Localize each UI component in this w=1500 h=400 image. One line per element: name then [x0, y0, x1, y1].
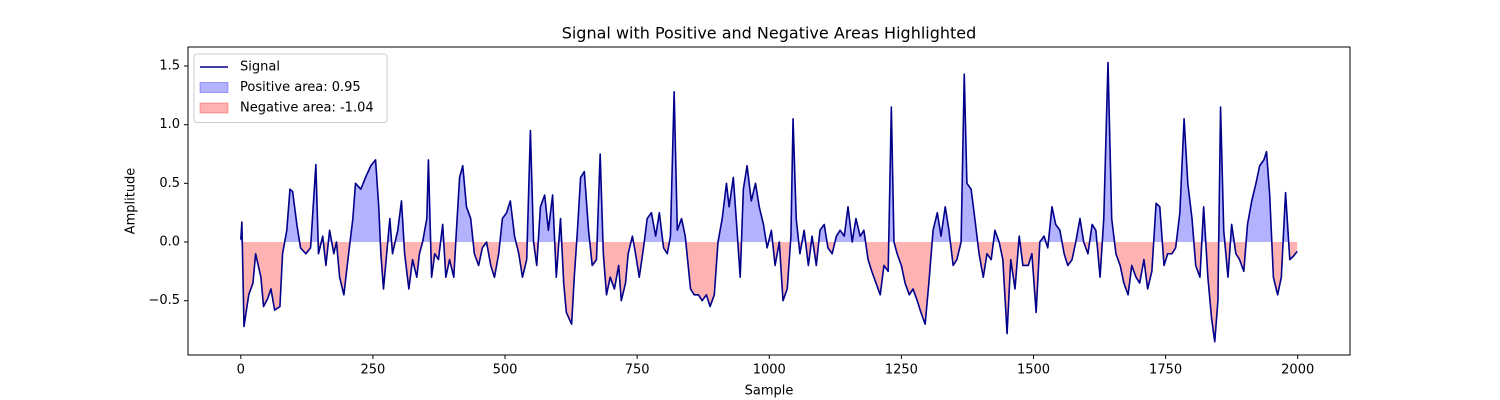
x-tick-label: 1750 [1149, 363, 1182, 378]
x-tick-label: 0 [237, 363, 245, 378]
legend-box [193, 53, 388, 123]
area-fill [240, 62, 1289, 243]
x-tick-label: 1500 [1017, 363, 1050, 378]
legend-swatch [199, 82, 229, 93]
x-axis-label: Sample [745, 384, 794, 399]
legend-label: Negative area: -1.04 [240, 101, 374, 116]
x-tick-label: 500 [493, 363, 518, 378]
y-axis-label: Amplitude [124, 168, 139, 235]
legend-swatch [199, 102, 229, 114]
x-tick-label: 1250 [885, 363, 918, 378]
x-tick-label: 750 [625, 363, 650, 378]
y-tick-label: 1.0 [159, 117, 180, 132]
legend: Signal Positive area: 0.95 Negative area: … [193, 53, 388, 123]
y-tick-label: 1.5 [159, 59, 180, 74]
signal-line [240, 61, 1298, 343]
y-tick-label: 0.0 [159, 235, 180, 250]
legend-label: Signal [240, 60, 280, 75]
x-tick-label: 250 [361, 363, 386, 378]
chart-title: Signal with Positive and Negative Areas … [562, 24, 977, 43]
y-tick-label: 0.5 [159, 176, 180, 191]
legend-label: Positive area: 0.95 [240, 80, 361, 95]
plot-area [240, 61, 1298, 343]
y-tick-label: −0.5 [148, 293, 180, 308]
x-tick-label: 1000 [753, 363, 786, 378]
x-tick-label: 2000 [1281, 363, 1314, 378]
